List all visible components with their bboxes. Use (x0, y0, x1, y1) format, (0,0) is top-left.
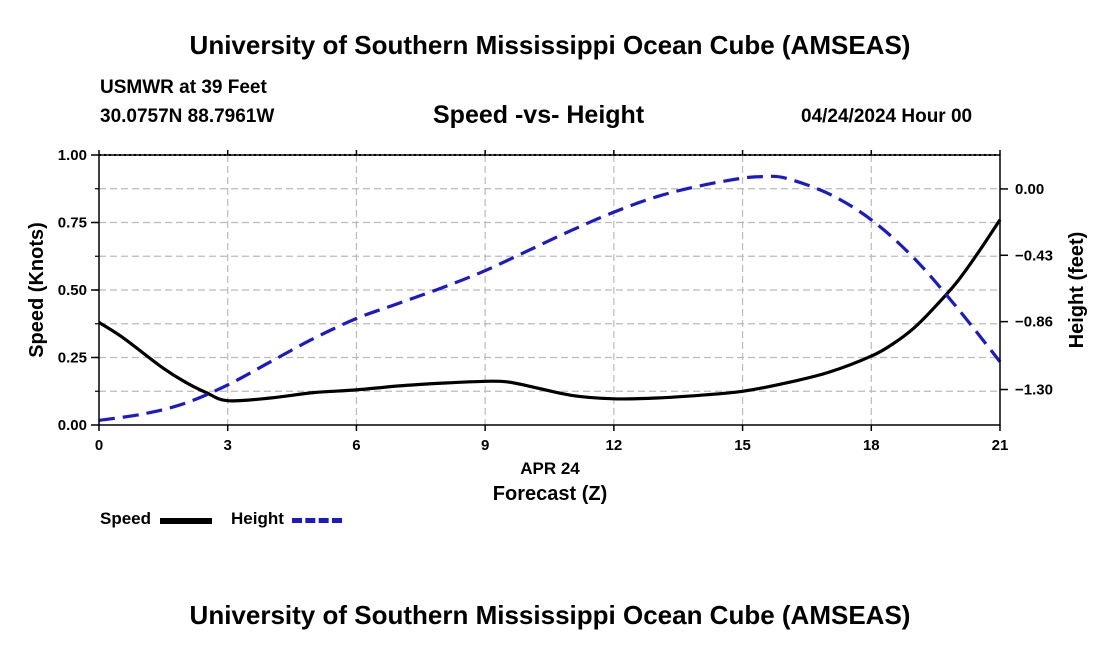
legend-speed-swatch (160, 518, 212, 524)
x-tick-label: 15 (734, 437, 751, 454)
series-lines (98, 174, 1002, 422)
station-label: USMWR at 39 Feet (100, 77, 267, 98)
y-right-tick-label: −0.43 (1015, 247, 1053, 264)
x-date-label: APR 24 (520, 459, 580, 478)
y-axis-title-right: Height (feet) (1066, 232, 1088, 349)
chart-title-top: University of Southern Mississippi Ocean… (189, 30, 911, 60)
chart-subtitle: Speed -vs- Height (433, 101, 645, 129)
y-left-tick-label: 0.25 (58, 350, 87, 367)
x-tick-label: 9 (481, 437, 489, 454)
x-tick-label: 12 (606, 437, 623, 454)
y-right-tick-label: −0.86 (1015, 314, 1053, 331)
legend-height-label: Height (231, 509, 284, 528)
y-left-tick-label: 0.75 (58, 215, 87, 232)
x-tick-label: 3 (224, 437, 232, 454)
x-tick-label: 21 (992, 437, 1009, 454)
axes: 0 3 6 9 12 15 18 21 0.00 0.25 0.50 0.75 1.00 0.00 −0.4… (58, 147, 1053, 454)
x-tick-label: 6 (352, 437, 360, 454)
y-axis-title-left: Speed (Knots) (26, 222, 48, 358)
y-left-tick-label: 1.00 (58, 147, 87, 164)
grid (99, 154, 1000, 425)
chart-title-bottom: University of Southern Mississippi Ocean… (189, 600, 911, 630)
height-series-line (98, 174, 1002, 422)
legend-speed-label: Speed (100, 509, 152, 528)
date-label: 04/24/2024 Hour 00 (801, 106, 973, 127)
speed-series-line (98, 218, 1002, 403)
y-right-tick-label: −1.30 (1015, 382, 1053, 399)
x-tick-label: 0 (95, 437, 103, 454)
y-left-tick-label: 0.00 (58, 417, 87, 434)
coordinates-label: 30.0757N 88.7961W (100, 106, 275, 127)
x-tick-label: 18 (863, 437, 880, 454)
legend-height-swatch (292, 518, 342, 523)
x-axis-title: Forecast (Z) (493, 483, 607, 505)
y-right-tick-label: 0.00 (1015, 181, 1044, 198)
y-left-tick-label: 0.50 (58, 282, 87, 299)
